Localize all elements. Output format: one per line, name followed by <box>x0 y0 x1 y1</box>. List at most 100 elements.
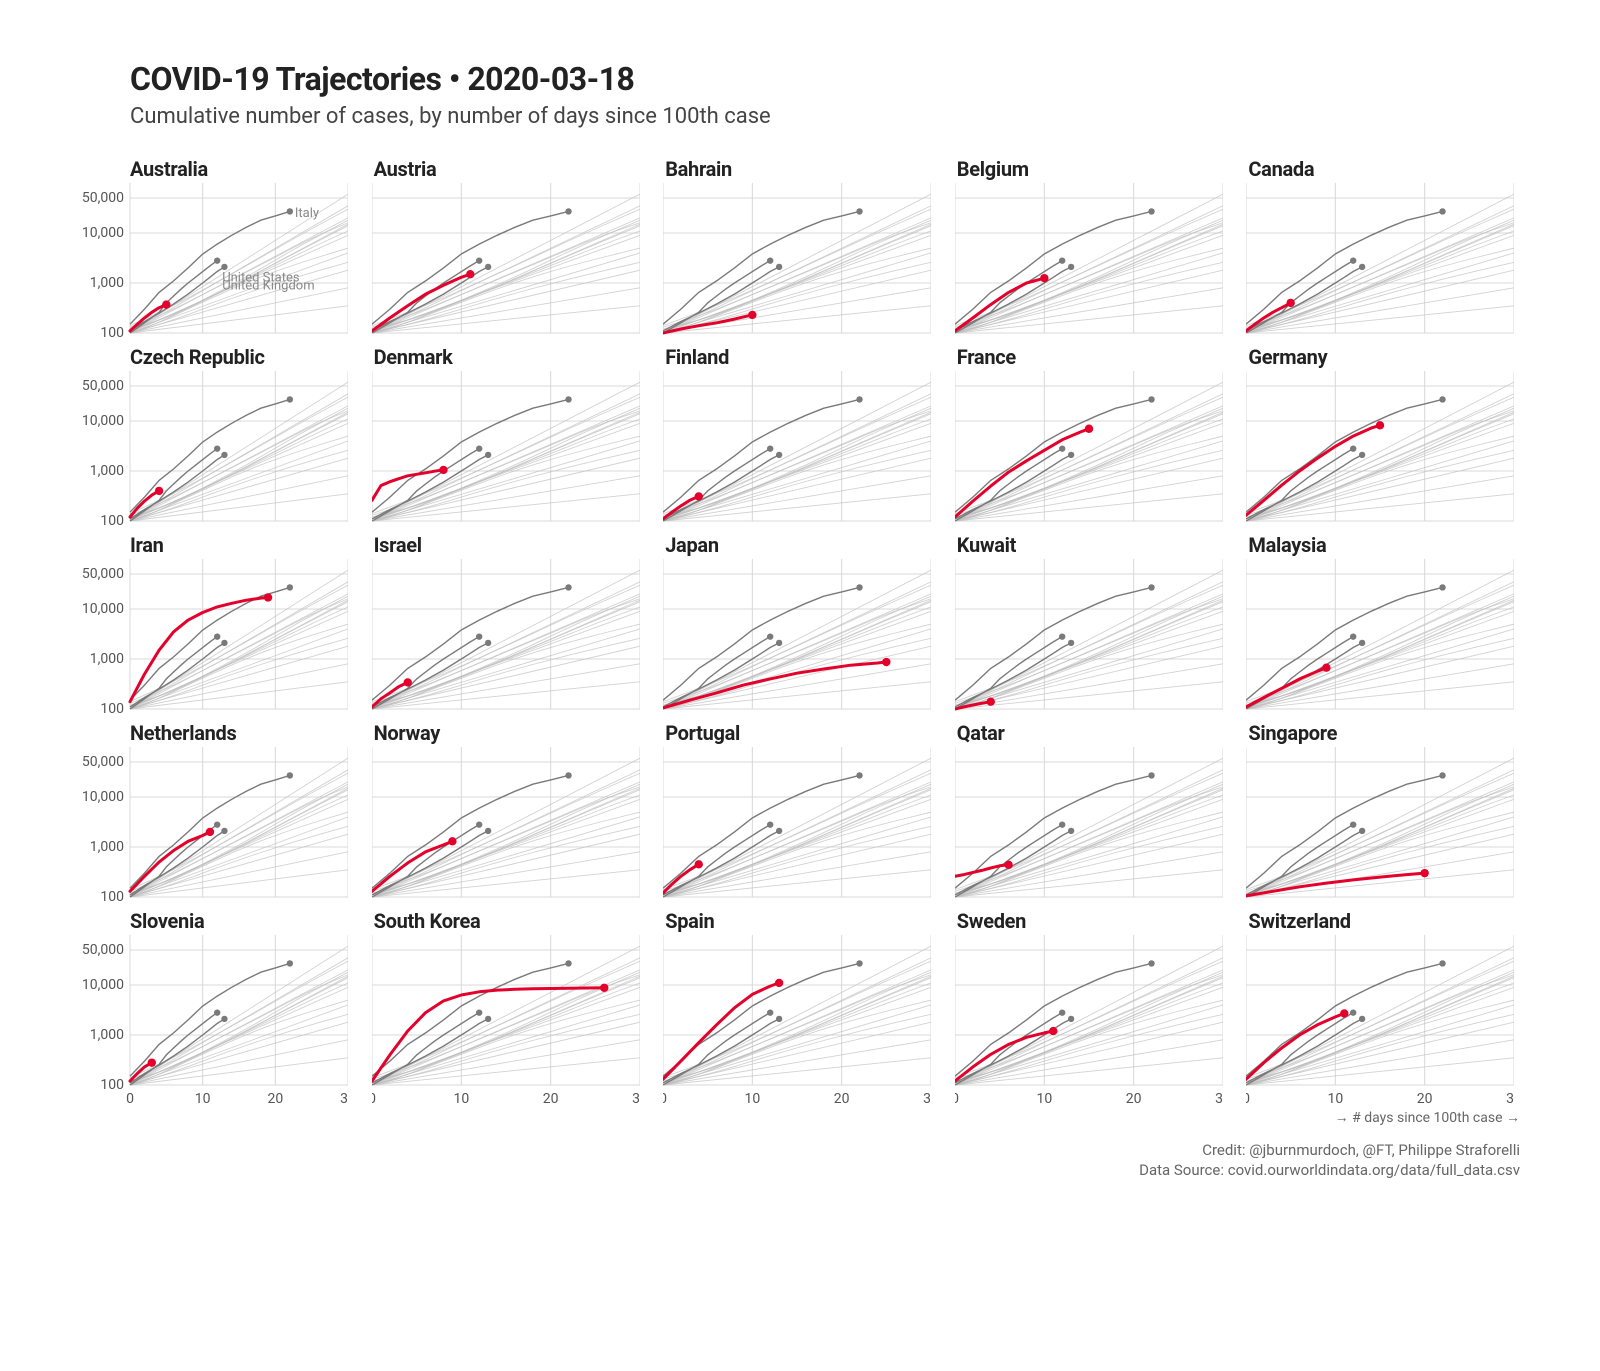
svg-text:10: 10 <box>195 1091 211 1107</box>
svg-text:30: 30 <box>1507 1091 1515 1107</box>
svg-text:10,000: 10,000 <box>82 977 124 993</box>
panel-slovenia: Slovenia1001,00010,00050,0000102030 <box>80 905 354 1107</box>
svg-text:10,000: 10,000 <box>82 413 124 429</box>
svg-text:20: 20 <box>1417 1091 1433 1107</box>
panel-chart <box>1246 747 1514 901</box>
svg-text:0: 0 <box>1246 1091 1250 1107</box>
panel-title: Canada <box>1248 157 1520 181</box>
panel-title: Slovenia <box>130 909 354 933</box>
panel-denmark: Denmark <box>372 341 646 525</box>
panel-chart <box>955 559 1223 713</box>
svg-text:0: 0 <box>955 1091 959 1107</box>
svg-text:1,000: 1,000 <box>90 275 124 291</box>
panel-malaysia: Malaysia <box>1246 529 1520 713</box>
panel-title: Belgium <box>957 157 1229 181</box>
panel-qatar: Qatar <box>955 717 1229 901</box>
svg-text:50,000: 50,000 <box>82 566 124 582</box>
svg-text:20: 20 <box>542 1091 558 1107</box>
svg-text:30: 30 <box>923 1091 931 1107</box>
panel-iran: Iran1001,00010,00050,000 <box>80 529 354 713</box>
chart-title: COVID-19 Trajectories • 2020-03-18 <box>130 60 1520 98</box>
panel-title: Sweden <box>957 909 1229 933</box>
panel-south-korea: South Korea0102030 <box>372 905 646 1107</box>
panel-title: Finland <box>665 345 937 369</box>
panel-chart <box>955 747 1223 901</box>
panel-title: France <box>957 345 1229 369</box>
panel-chart <box>663 183 931 337</box>
credit-line: Credit: @jburnmurdoch, @FT, Philippe Str… <box>80 1140 1520 1160</box>
svg-text:20: 20 <box>267 1091 283 1107</box>
panel-finland: Finland <box>663 341 937 525</box>
svg-text:10,000: 10,000 <box>82 601 124 617</box>
panel-title: Iran <box>130 533 354 557</box>
panel-chart: 0102030 <box>1246 935 1514 1107</box>
svg-text:0: 0 <box>663 1091 667 1107</box>
panel-chart <box>1246 559 1514 713</box>
source-line: Data Source: covid.ourworldindata.org/da… <box>80 1160 1520 1180</box>
svg-text:20: 20 <box>1126 1091 1142 1107</box>
panel-chart <box>372 559 640 713</box>
x-axis-note: → # days since 100th case → <box>80 1109 1520 1126</box>
panel-chart <box>663 559 931 713</box>
panel-title: Malaysia <box>1248 533 1520 557</box>
svg-text:100: 100 <box>100 513 124 525</box>
panel-chart <box>663 747 931 901</box>
svg-text:10,000: 10,000 <box>82 789 124 805</box>
panel-title: Qatar <box>957 721 1229 745</box>
panel-chart <box>955 371 1223 525</box>
panel-israel: Israel <box>372 529 646 713</box>
svg-text:30: 30 <box>340 1091 348 1107</box>
panel-spain: Spain0102030 <box>663 905 937 1107</box>
panel-chart <box>372 183 640 337</box>
svg-text:1,000: 1,000 <box>90 1027 124 1043</box>
svg-text:1,000: 1,000 <box>90 651 124 667</box>
svg-text:1,000: 1,000 <box>90 463 124 479</box>
panel-chart: 0 10 20 30 <box>955 935 1223 1107</box>
svg-text:30: 30 <box>632 1091 640 1107</box>
small-multiples-grid: AustraliaItalyUnited StatesUnited Kingdo… <box>80 153 1520 1107</box>
panel-title: Netherlands <box>130 721 354 745</box>
svg-text:10: 10 <box>1036 1091 1052 1107</box>
panel-netherlands: Netherlands 100 1,000 10,000 50,000 <box>80 717 354 901</box>
panel-title: Germany <box>1248 345 1520 369</box>
panel-title: Israel <box>374 533 646 557</box>
svg-text:20: 20 <box>834 1091 850 1107</box>
svg-text:United Kingdom: United Kingdom <box>222 278 314 293</box>
panel-belgium: Belgium <box>955 153 1229 337</box>
panel-canada: Canada <box>1246 153 1520 337</box>
svg-text:100: 100 <box>100 889 124 901</box>
panel-chart <box>372 371 640 525</box>
svg-text:1,000: 1,000 <box>90 839 124 855</box>
panel-kuwait: Kuwait <box>955 529 1229 713</box>
panel-norway: Norway <box>372 717 646 901</box>
svg-text:30: 30 <box>1215 1091 1223 1107</box>
panel-title: Kuwait <box>957 533 1229 557</box>
panel-title: Bahrain <box>665 157 937 181</box>
svg-text:Italy: Italy <box>295 206 319 221</box>
panel-chart: 0102030 <box>663 935 931 1107</box>
panel-japan: Japan <box>663 529 937 713</box>
credit-block: Credit: @jburnmurdoch, @FT, Philippe Str… <box>80 1140 1520 1181</box>
panel-title: Czech Republic <box>130 345 354 369</box>
panel-switzerland: Switzerland0102030 <box>1246 905 1520 1107</box>
panel-title: South Korea <box>374 909 646 933</box>
panel-singapore: Singapore <box>1246 717 1520 901</box>
svg-text:0: 0 <box>126 1091 134 1107</box>
panel-chart: 1001,00010,00050,000 <box>80 371 348 525</box>
panel-chart <box>1246 183 1514 337</box>
panel-austria: Austria <box>372 153 646 337</box>
panel-chart: ItalyUnited StatesUnited Kingdom1001,000… <box>80 183 348 337</box>
svg-text:50,000: 50,000 <box>82 942 124 958</box>
panel-title: Austria <box>374 157 646 181</box>
svg-text:50,000: 50,000 <box>82 754 124 770</box>
svg-text:100: 100 <box>100 325 124 337</box>
panel-title: Denmark <box>374 345 646 369</box>
panel-title: Australia <box>130 157 354 181</box>
panel-title: Singapore <box>1248 721 1520 745</box>
svg-text:10,000: 10,000 <box>82 225 124 241</box>
panel-title: Portugal <box>665 721 937 745</box>
panel-chart <box>1246 371 1514 525</box>
panel-chart: 1001,00010,00050,0000102030 <box>80 935 348 1107</box>
panel-title: Norway <box>374 721 646 745</box>
svg-text:10: 10 <box>453 1091 469 1107</box>
